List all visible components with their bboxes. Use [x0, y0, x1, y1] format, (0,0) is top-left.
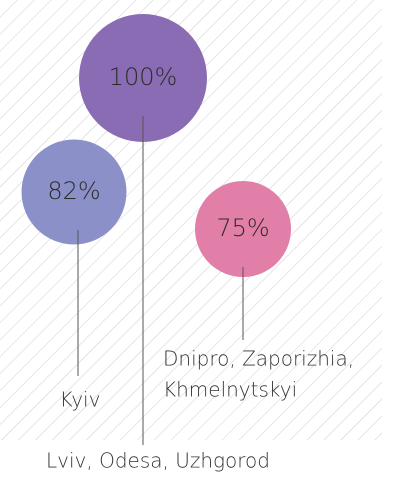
bubble: [195, 181, 291, 277]
category-label: Kyiv: [60, 388, 101, 412]
category-label: Dnipro, Zaporizhia,: [163, 347, 354, 371]
bubble: [21, 139, 127, 245]
value-label: 75%: [216, 214, 269, 242]
bubble: [79, 14, 207, 142]
value-label: 82%: [47, 177, 100, 205]
category-label: Lviv, Odesa, Uzhgorod: [46, 449, 270, 473]
value-label: 100%: [109, 63, 178, 91]
category-label: Khmelnytskyi: [163, 378, 297, 402]
